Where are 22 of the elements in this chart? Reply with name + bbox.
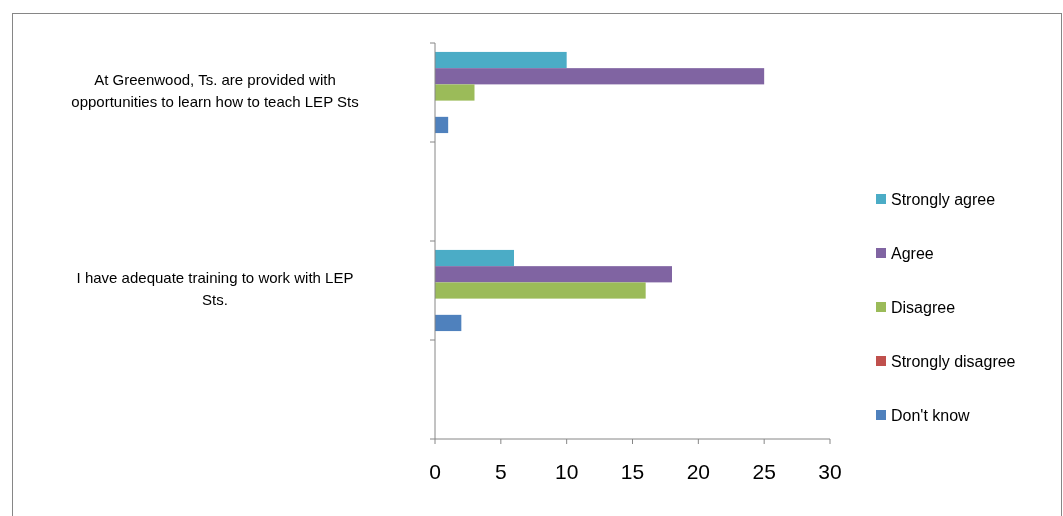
x-tick-label: 20 <box>686 460 711 483</box>
legend-label: Strongly agree <box>891 190 996 208</box>
bar <box>435 51 567 69</box>
bar <box>435 84 475 101</box>
x-tick-label: 0 <box>429 460 441 483</box>
x-tick-label: 30 <box>818 460 842 483</box>
y-tick-label: At Greenwood, Ts. are provided with opportunities to learn how to teach LEP Sts <box>71 70 359 110</box>
legend-label: Disagree <box>891 298 956 316</box>
bar <box>435 116 449 134</box>
x-tick-label: 5 <box>494 460 507 483</box>
bar <box>435 282 646 299</box>
bar <box>435 266 672 283</box>
legend-label: Agree <box>891 244 934 262</box>
bar <box>435 314 462 332</box>
bar <box>435 68 765 85</box>
y-tick-label: I have adequate training to work with LEP Sts. <box>76 268 354 308</box>
x-tick-label: 10 <box>554 460 579 483</box>
x-tick-label: 15 <box>620 460 645 483</box>
legend-label: Don't know <box>891 406 971 424</box>
x-tick-label: 25 <box>752 460 776 483</box>
bar <box>435 249 514 267</box>
legend-label: Strongly disagree <box>891 352 1016 370</box>
